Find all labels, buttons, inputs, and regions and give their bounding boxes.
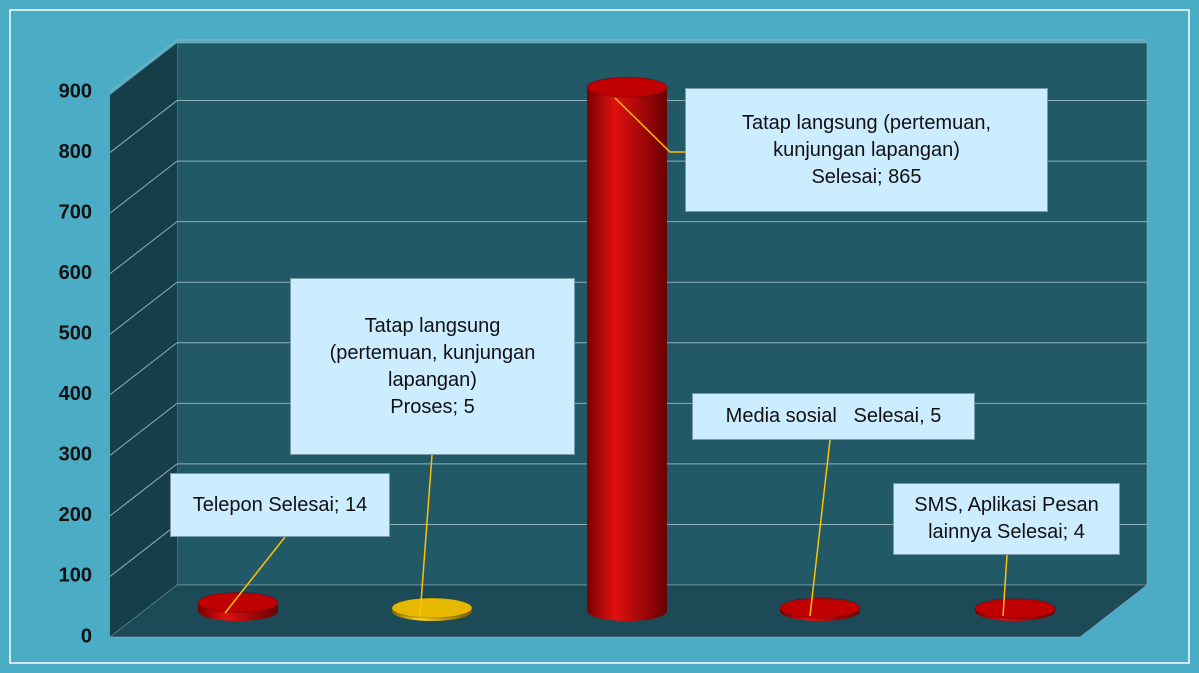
y-tick-label: 700 xyxy=(59,201,92,223)
bar-top xyxy=(197,592,279,614)
data-label: SMS, Aplikasi Pesan lainnya Selesai; 4 xyxy=(893,483,1120,555)
y-tick-label: 100 xyxy=(59,565,92,587)
leader-line xyxy=(224,536,286,614)
bar-top xyxy=(391,597,473,619)
grid-line xyxy=(109,160,178,214)
grid-line xyxy=(109,463,178,517)
grid-line xyxy=(109,100,178,153)
y-tick-label: 800 xyxy=(59,141,92,163)
bar-top xyxy=(779,597,861,619)
y-tick-label: 0 xyxy=(81,625,92,647)
data-label: Media sosial Selesai, 5 xyxy=(692,393,975,440)
frame xyxy=(9,9,1190,664)
grid-line xyxy=(109,342,178,396)
data-label: Tatap langsung (pertemuan, kunjungan lap… xyxy=(290,278,575,455)
bar-top xyxy=(974,598,1056,620)
grid-line xyxy=(109,281,178,335)
y-tick-label: 600 xyxy=(59,262,92,284)
data-label: Tatap langsung (pertemuan, kunjungan lap… xyxy=(685,88,1048,212)
grid-line xyxy=(109,221,178,275)
bar-top xyxy=(586,76,668,98)
y-tick-label: 300 xyxy=(59,444,92,466)
y-tick-label: 200 xyxy=(59,504,92,526)
grid-line xyxy=(109,524,178,577)
leader-line xyxy=(419,454,433,617)
leader-line xyxy=(809,439,831,617)
leader-line xyxy=(614,97,685,153)
bar xyxy=(587,87,667,621)
data-label: Telepon Selesai; 14 xyxy=(170,473,390,537)
y-tick-label: 400 xyxy=(59,383,92,405)
grid-line xyxy=(109,39,178,93)
y-tick-label: 900 xyxy=(59,80,92,102)
leader-line xyxy=(1002,554,1008,617)
side-wall xyxy=(110,43,177,637)
grid-line xyxy=(109,402,178,456)
y-tick-label: 500 xyxy=(59,323,92,345)
